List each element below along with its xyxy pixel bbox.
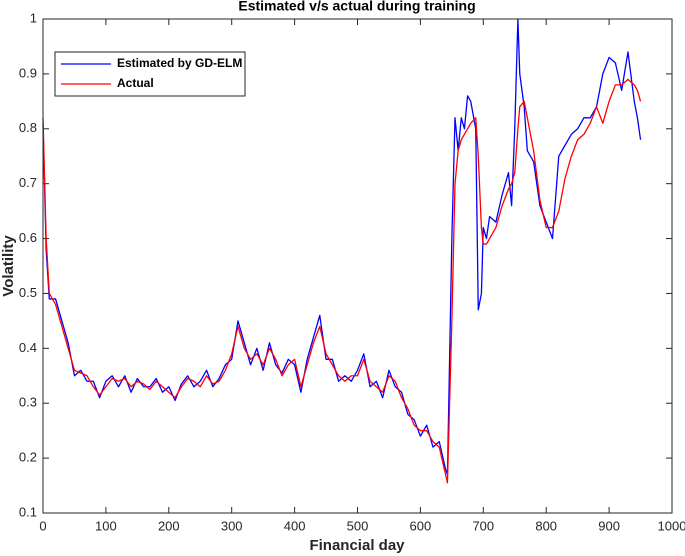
y-tick-label: 0.3 xyxy=(19,395,37,410)
y-tick-label: 0.1 xyxy=(19,504,37,519)
axes-frame xyxy=(42,18,673,514)
data-line xyxy=(42,78,642,484)
x-tick-label: 900 xyxy=(598,518,620,533)
y-tick-label: 0.7 xyxy=(19,175,37,190)
x-tick-label: 400 xyxy=(284,518,306,533)
y-tick-label: 1 xyxy=(30,10,37,25)
legend-label: Estimated by GD-ELM xyxy=(117,56,242,70)
x-tick-label: 0 xyxy=(39,518,46,533)
legend-label: Actual xyxy=(117,76,154,90)
x-tick-label: 200 xyxy=(158,518,180,533)
y-axis-label: Volatility xyxy=(0,235,17,297)
x-tick-label: 300 xyxy=(221,518,243,533)
x-tick-label: 1000 xyxy=(658,518,685,533)
x-tick-label: 800 xyxy=(535,518,557,533)
legend-box xyxy=(54,51,246,97)
chart-title: Estimated v/s actual during training xyxy=(238,0,475,14)
y-tick-label: 0.5 xyxy=(19,285,37,300)
x-tick-label: 600 xyxy=(410,518,432,533)
x-tick-label: 700 xyxy=(472,518,494,533)
x-tick-label: 500 xyxy=(347,518,369,533)
y-tick-label: 0.8 xyxy=(19,120,37,135)
plot-area xyxy=(43,19,672,513)
x-axis-label: Financial day xyxy=(309,537,405,554)
x-tick-label: 100 xyxy=(95,518,117,533)
y-tick-label: 0.2 xyxy=(19,450,37,465)
y-tick-label: 0.6 xyxy=(19,230,37,245)
y-tick-label: 0.9 xyxy=(19,65,37,80)
y-tick-label: 0.4 xyxy=(19,340,37,355)
